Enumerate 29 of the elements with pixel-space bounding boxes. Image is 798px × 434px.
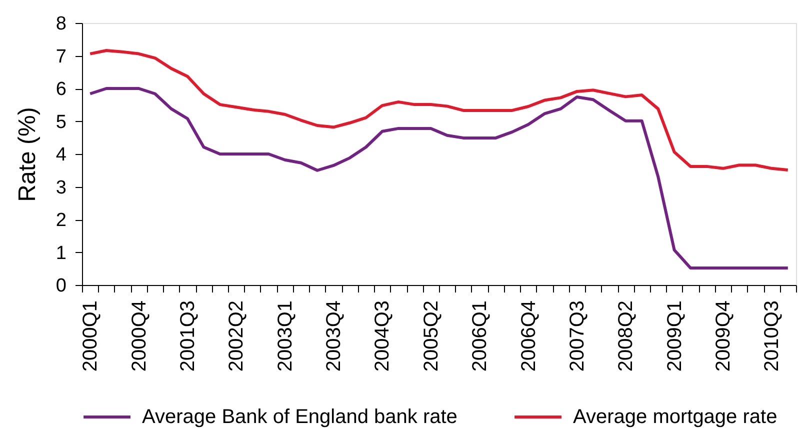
x-tick-label: 2005Q2 <box>420 300 442 372</box>
y-axis-title: Rate (%) <box>14 107 41 202</box>
x-tick-label: 2007Q3 <box>566 300 588 372</box>
x-tick-label: 2009Q1 <box>664 300 686 372</box>
x-tick-label: 2009Q4 <box>712 300 734 372</box>
y-tick-label: 8 <box>56 14 66 34</box>
y-tick-label: 0 <box>56 276 66 296</box>
x-tick-label: 2003Q1 <box>274 300 296 372</box>
legend-label: Average Bank of England bank rate <box>142 406 458 428</box>
x-tick-label: 2003Q4 <box>323 300 346 372</box>
y-tick-label: 2 <box>56 210 66 231</box>
y-tick-label: 6 <box>56 79 66 100</box>
x-tick-label: 2002Q2 <box>226 300 248 372</box>
x-tick-label: 2000Q4 <box>128 300 150 372</box>
x-tick-label: 2000Q1 <box>80 300 102 372</box>
line-series <box>88 87 790 270</box>
x-tick-label: 2004Q3 <box>372 300 394 372</box>
x-tick-label: 2006Q1 <box>469 300 492 372</box>
x-tick-label: 2010Q3 <box>761 300 784 372</box>
x-tick-label: 2001Q3 <box>176 300 199 372</box>
y-tick-label: 5 <box>56 112 66 133</box>
x-tick-label: 2008Q2 <box>615 300 638 372</box>
y-tick-label: 1 <box>56 242 66 264</box>
x-tick-label: 2006Q4 <box>518 300 540 372</box>
y-tick-label: 7 <box>56 46 66 68</box>
y-tick-label: 4 <box>56 144 67 166</box>
line-series <box>88 49 790 172</box>
legend-label: Average mortgage rate <box>573 406 778 428</box>
y-tick-label: 3 <box>56 177 66 198</box>
